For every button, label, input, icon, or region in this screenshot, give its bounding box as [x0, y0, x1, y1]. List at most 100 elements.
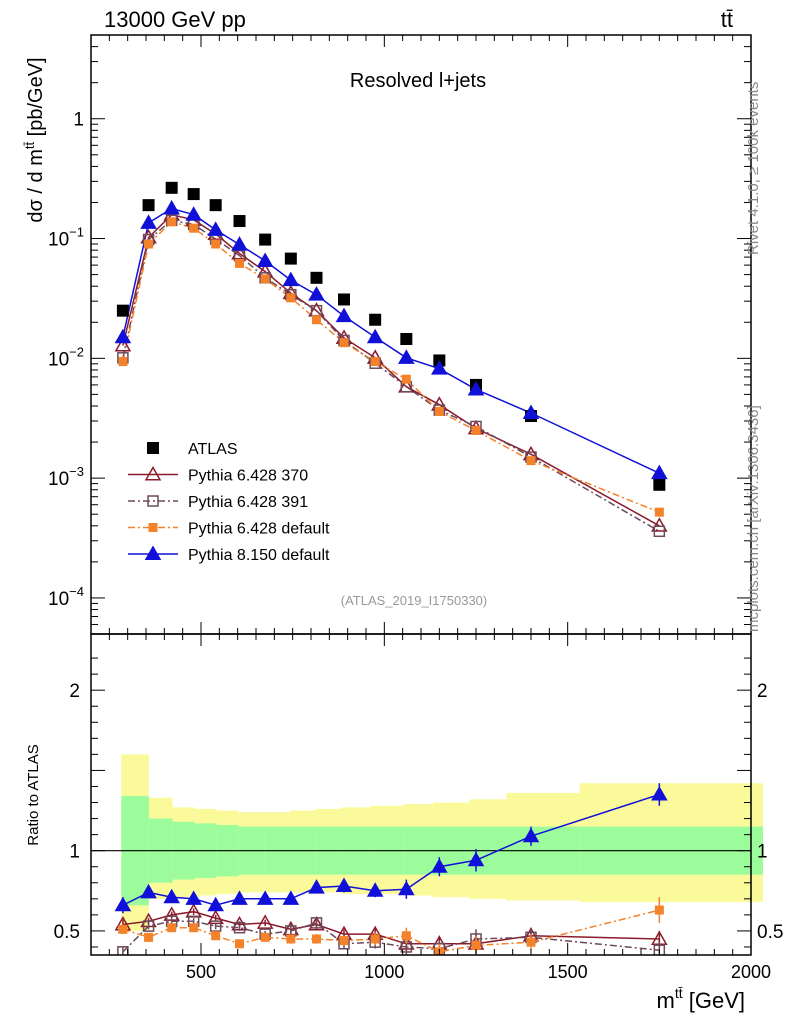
- data-point-pythia-6-428-default: [370, 357, 380, 367]
- data-point-pythia-8-150-default: [185, 206, 202, 221]
- data-point-atlas: [209, 199, 222, 212]
- data-point-pythia-6-428-default: [401, 374, 411, 384]
- ratio-point-pythia-6-428-391: [310, 917, 323, 929]
- data-point-pythia-8-150-default: [231, 236, 248, 251]
- data-point-atlas: [310, 271, 323, 284]
- data-point-pythia-8-150-default: [256, 252, 274, 267]
- ratio-point-pythia-6-428-391: [233, 921, 246, 934]
- legend-label-pythia-6-428-370: Pythia 6.428 370: [188, 468, 308, 485]
- ratio-line-pythia-8-150-default: [122, 793, 660, 906]
- ratio-point-pythia-8-150-default: [431, 858, 448, 873]
- mcplots-source-note: mcplots.cern.ch [arXiv:1306.3436]: [745, 405, 762, 632]
- ratio-point-pythia-6-428-default: [167, 923, 177, 933]
- ratio-point-pythia-6-428-391: [653, 944, 666, 955]
- data-point-atlas: [142, 199, 155, 212]
- series-line-pythia-8-150-default: [122, 207, 660, 474]
- rivet-version-note: Rivet 4.1.0, ≥ 100k events: [745, 81, 762, 255]
- data-point-pythia-8-150-default: [651, 464, 668, 480]
- ratio-point-pythia-6-428-default: [339, 936, 349, 946]
- ratio-y-tick-label-right: 2: [757, 681, 768, 702]
- series-line-pythia-6-428-370: [122, 213, 660, 527]
- legend-marker-pythia-6-428-391: [147, 495, 159, 507]
- x-tick-label: 2000: [731, 962, 771, 982]
- ratio-point-pythia-6-428-391: [142, 920, 155, 932]
- ratio-point-pythia-6-428-default: [654, 905, 664, 915]
- analysis-label: (ATLAS_2019_I1750330): [341, 593, 487, 608]
- ratio-point-pythia-8-150-default: [185, 890, 202, 905]
- ratio-point-pythia-8-150-default: [467, 851, 485, 867]
- data-point-atlas: [165, 181, 178, 194]
- ratio-point-pythia-6-428-default: [118, 924, 128, 934]
- legend-marker-pythia-6-428-370: [144, 465, 162, 481]
- legend-label-atlas: ATLAS: [188, 441, 238, 458]
- data-point-atlas: [116, 304, 129, 317]
- data-point-pythia-8-150-default: [398, 349, 415, 364]
- data-point-pythia-8-150-default: [207, 221, 224, 236]
- ratio-point-pythia-8-150-default: [308, 879, 325, 894]
- ratio-y-tick-label: 0.5: [54, 922, 80, 943]
- legend-label-pythia-6-428-391: Pythia 6.428 391: [188, 494, 308, 511]
- data-point-pythia-8-150-default: [366, 328, 384, 344]
- data-point-pythia-6-428-default: [471, 425, 481, 435]
- main-y-axis-label: dσ / d mtt̄ [pb/GeV]: [22, 57, 47, 222]
- data-point-pythia-8-150-default: [140, 214, 157, 229]
- data-point-pythia-6-428-default: [260, 274, 270, 284]
- ratio-y-tick-label-right: 0.5: [757, 922, 783, 943]
- legend-label-pythia-8-150-default: Pythia 8.150 default: [188, 547, 330, 564]
- data-point-pythia-8-150-default: [335, 307, 353, 323]
- data-point-pythia-8-150-default: [467, 380, 485, 396]
- ratio-point-pythia-6-428-default: [312, 934, 321, 944]
- data-point-pythia-6-428-370: [114, 336, 132, 352]
- ratio-point-pythia-8-150-default: [282, 890, 300, 905]
- data-point-pythia-8-150-default: [114, 328, 132, 344]
- ratio-point-pythia-6-428-370: [256, 914, 274, 929]
- data-point-atlas: [233, 215, 246, 228]
- data-point-pythia-8-150-default: [308, 286, 325, 301]
- legend-label-pythia-6-428-default: Pythia 6.428 default: [188, 521, 330, 538]
- ratio-point-pythia-8-150-default: [366, 882, 384, 897]
- x-tick-label: 1000: [364, 962, 404, 982]
- ratio-point-pythia-6-428-default: [211, 931, 221, 941]
- ratio-point-pythia-8-150-default: [163, 888, 180, 904]
- main-plot-frame: [90, 34, 752, 635]
- data-point-pythia-6-428-default: [211, 239, 221, 249]
- data-point-pythia-6-428-default: [144, 239, 154, 249]
- ratio-y-tick-label: 1: [69, 842, 80, 863]
- data-point-pythia-6-428-default: [654, 507, 664, 517]
- data-point-pythia-8-150-default: [431, 360, 448, 375]
- ratio-point-pythia-8-150-default: [207, 896, 224, 912]
- x-tick-label: 1500: [548, 962, 588, 982]
- legend-marker-pythia-6-428-default: [148, 523, 158, 532]
- main-title: Resolved l+jets: [350, 70, 486, 92]
- ratio-point-pythia-6-428-391: [209, 920, 222, 932]
- data-point-pythia-8-150-default: [163, 200, 180, 215]
- ratio-line-pythia-6-428-370: [122, 910, 660, 945]
- ratio-point-pythia-8-150-default: [114, 896, 132, 912]
- data-point-pythia-6-428-391: [653, 525, 666, 538]
- ratio-point-pythia-6-428-default: [526, 937, 536, 947]
- ratio-point-pythia-6-428-default: [260, 932, 270, 942]
- data-point-atlas: [187, 188, 200, 201]
- data-point-pythia-8-150-default: [282, 271, 300, 287]
- data-point-pythia-6-428-default: [118, 357, 128, 367]
- series-line-pythia-6-428-391: [122, 219, 660, 532]
- data-point-pythia-8-150-default: [522, 404, 540, 419]
- data-point-pythia-6-428-default: [312, 315, 321, 325]
- ratio-point-pythia-6-428-default: [144, 932, 154, 942]
- ratio-point-pythia-6-428-default: [401, 931, 411, 941]
- ratio-point-pythia-8-150-default: [398, 880, 415, 896]
- data-point-atlas: [284, 252, 297, 265]
- data-point-pythia-6-428-default: [189, 223, 199, 233]
- ratio-y-axis-label: Ratio to ATLAS: [25, 744, 42, 845]
- x-tick-label: 500: [186, 962, 216, 982]
- data-point-atlas: [400, 333, 413, 346]
- y-tick-label: 1: [73, 110, 84, 131]
- data-point-pythia-6-428-370: [231, 244, 248, 260]
- ratio-point-pythia-6-428-default: [286, 934, 296, 944]
- ratio-line-pythia-6-428-default: [122, 909, 660, 953]
- data-point-pythia-6-428-default: [235, 258, 244, 268]
- ratio-point-pythia-8-150-default: [256, 890, 274, 905]
- data-point-atlas: [338, 293, 350, 306]
- ratio-point-pythia-8-150-default: [522, 827, 540, 843]
